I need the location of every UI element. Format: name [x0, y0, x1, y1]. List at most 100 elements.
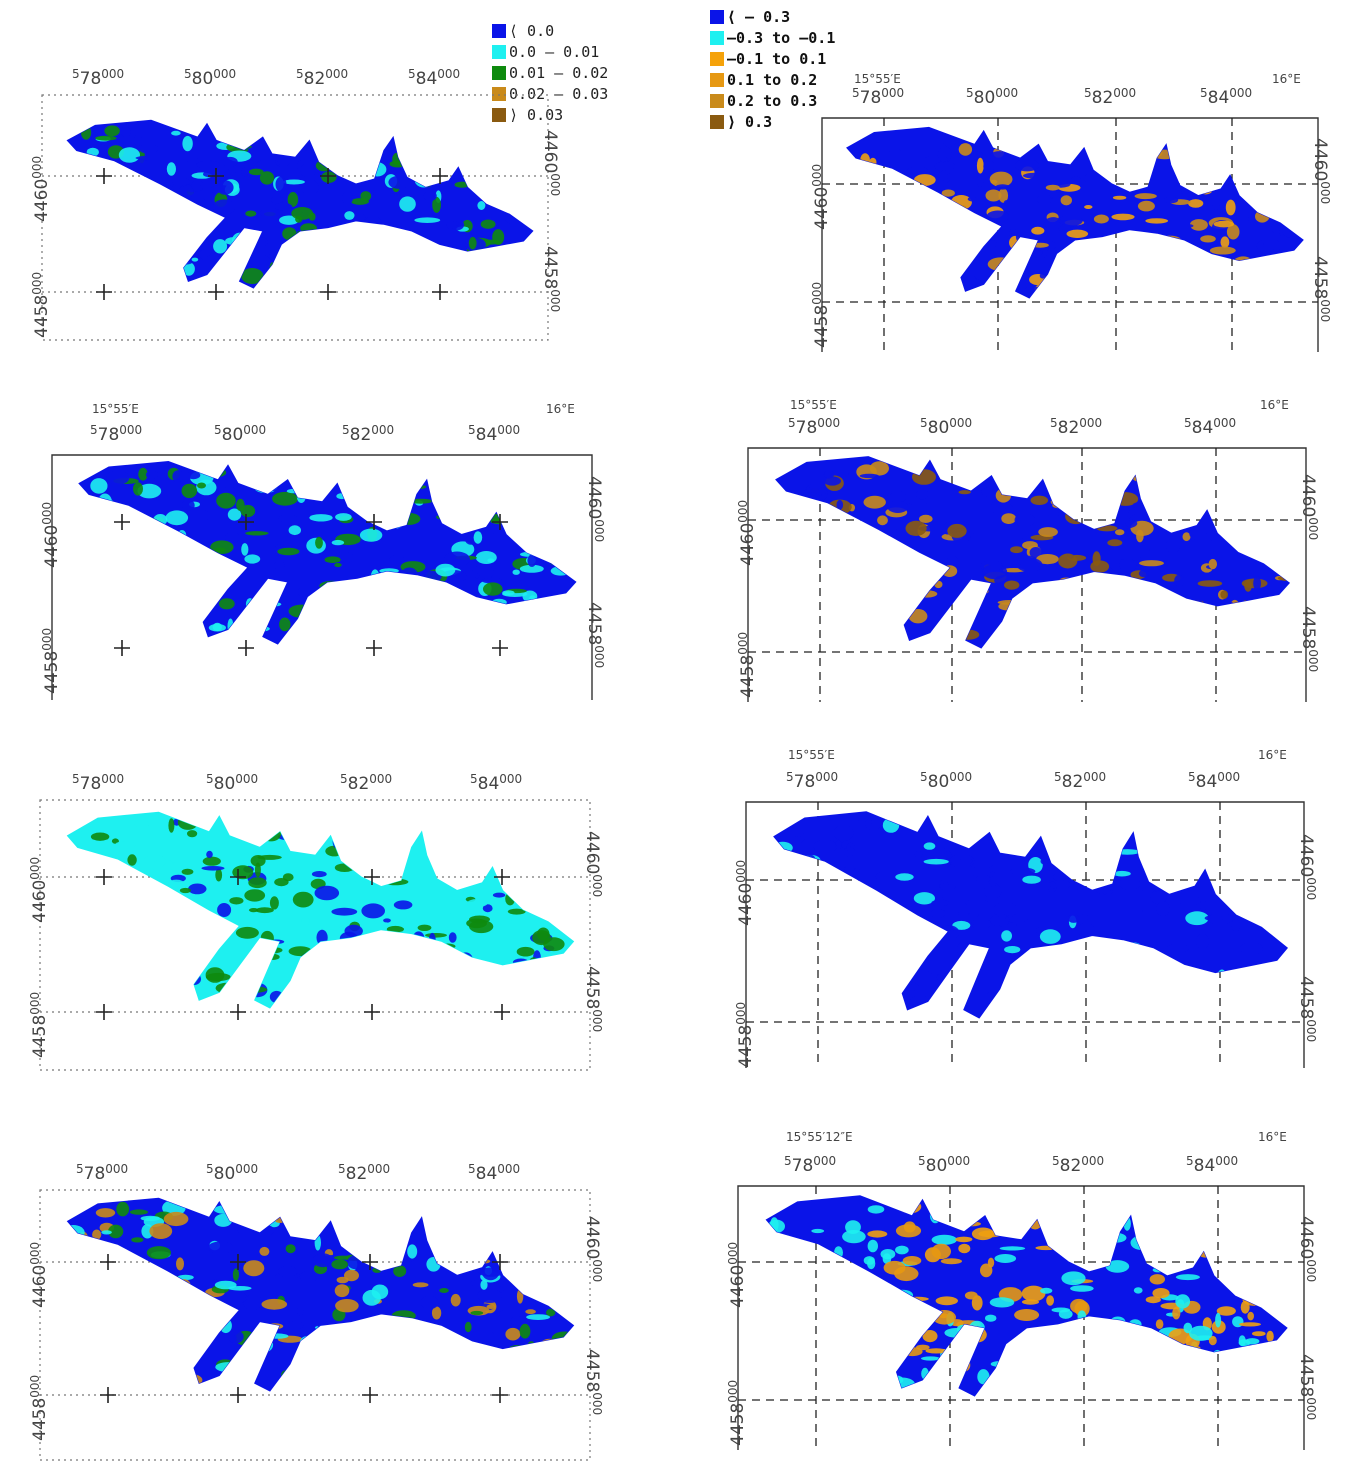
pixel-patch	[1040, 1287, 1053, 1294]
tick-lead: 5	[214, 423, 222, 437]
legend-right-item: 0.2 to 0.3	[710, 90, 835, 111]
pixel-patch	[990, 1201, 1007, 1218]
pixel-patch	[255, 907, 274, 914]
pixel-patch	[1003, 200, 1011, 205]
x-tick-label: 584000	[468, 423, 520, 445]
tick-lead: 5	[1084, 86, 1092, 100]
pixel-patch	[977, 1369, 990, 1385]
pixel-patch	[274, 560, 285, 570]
lon-label-left: 15°55′E	[854, 72, 901, 86]
pixel-patch	[980, 1263, 993, 1278]
tick-sup: 000	[243, 423, 267, 437]
pixel-patch	[1118, 1350, 1140, 1366]
pixel-patch	[989, 871, 997, 888]
pixel-patch	[1261, 1347, 1287, 1355]
pixel-patch	[179, 887, 191, 894]
pixel-patch	[115, 841, 136, 849]
tick-lead: 5	[342, 423, 350, 437]
legend-left-item: 0.01 – 0.02	[492, 62, 608, 83]
grid-cross	[362, 1387, 378, 1403]
tick-lead: 5	[338, 1162, 346, 1176]
pixel-patch	[1247, 1363, 1268, 1374]
pixel-patch	[954, 1362, 965, 1369]
pixel-patch	[1057, 1236, 1073, 1249]
pixel-patch	[1155, 1319, 1164, 1329]
pixel-patch	[146, 1246, 171, 1260]
x-tick-label: 582000	[340, 772, 392, 794]
pixel-patch	[931, 1243, 951, 1260]
pixel-patch	[1055, 1203, 1070, 1212]
pixel-patch	[334, 1255, 352, 1260]
pixel-patch	[983, 160, 995, 173]
pixel-patch	[525, 1309, 536, 1315]
x-tick-label: 584000	[1186, 1154, 1238, 1176]
pixel-patch	[331, 1259, 349, 1270]
pixel-patch	[1094, 1218, 1114, 1225]
pixel-patch	[1044, 217, 1063, 230]
tick-main: 80	[213, 774, 236, 794]
pixel-patch	[201, 866, 225, 871]
grid-cross	[114, 514, 130, 530]
pixel-patch	[217, 903, 232, 917]
pixel-patch	[1258, 1224, 1273, 1229]
pixel-patch	[833, 825, 854, 841]
pixel-patch	[937, 146, 952, 163]
pixel-patch	[1081, 913, 1089, 922]
tick-lead: 5	[296, 67, 304, 81]
legend-left-item: 0.0 – 0.01	[492, 41, 608, 62]
pixel-patch	[1004, 946, 1021, 954]
tick-sup: 000	[995, 86, 1019, 100]
pixel-patch	[1139, 560, 1164, 567]
pixel-patch	[766, 1354, 772, 1369]
grid-cross	[230, 1387, 246, 1403]
legend-right-item: ⟩ 0.3	[710, 111, 835, 132]
pixel-patch	[184, 509, 211, 522]
pixel-patch	[976, 874, 991, 883]
grid-cross	[96, 284, 112, 300]
pixel-patch	[1232, 1209, 1253, 1225]
pixel-patch	[225, 169, 236, 175]
pixel-patch	[177, 1274, 194, 1280]
pixel-patch	[111, 838, 119, 844]
pixel-patch	[874, 1324, 889, 1332]
grid-cross	[208, 284, 224, 300]
pixel-patch	[1205, 1224, 1218, 1234]
grid-cross	[366, 514, 382, 530]
x-tick-label: 580000	[920, 416, 972, 438]
pixel-patch	[505, 1327, 521, 1341]
pixel-patch	[903, 1221, 916, 1233]
pixel-patch	[446, 219, 465, 231]
pixel-patch	[976, 157, 984, 174]
pixel-patch	[955, 1236, 973, 1243]
tick-main: 84	[1207, 88, 1230, 108]
pixel-patch	[857, 1284, 882, 1299]
pixel-patch	[833, 1336, 857, 1342]
pixel-patch	[797, 1333, 806, 1337]
tick-lead: 5	[1188, 770, 1196, 784]
legend-left-item: ⟩ 0.03	[492, 104, 608, 125]
pixel-patch	[908, 499, 928, 506]
pixel-patch	[971, 918, 992, 929]
pixel-patch	[361, 918, 376, 934]
pixel-patch	[278, 514, 298, 523]
pixel-patch	[191, 257, 199, 262]
pixel-patch	[285, 1244, 296, 1254]
tick-sup: 000	[235, 1162, 259, 1176]
pixel-patch	[923, 858, 949, 865]
pixel-patch	[222, 156, 238, 168]
pixel-patch	[188, 883, 207, 895]
pixel-patch	[1202, 1216, 1213, 1225]
pixel-patch	[241, 268, 264, 284]
pixel-patch	[1127, 1356, 1153, 1366]
pixel-patch	[287, 192, 299, 207]
pixel-patch	[1217, 1272, 1235, 1278]
tick-sup: 000	[881, 86, 905, 100]
pixel-patch	[1200, 235, 1216, 243]
pixel-patch	[1126, 908, 1144, 914]
pixel-patch	[315, 536, 323, 549]
legend-left-item: 0.02 – 0.03	[492, 83, 608, 104]
pixel-patch	[244, 889, 266, 902]
pixel-patch	[241, 543, 249, 556]
